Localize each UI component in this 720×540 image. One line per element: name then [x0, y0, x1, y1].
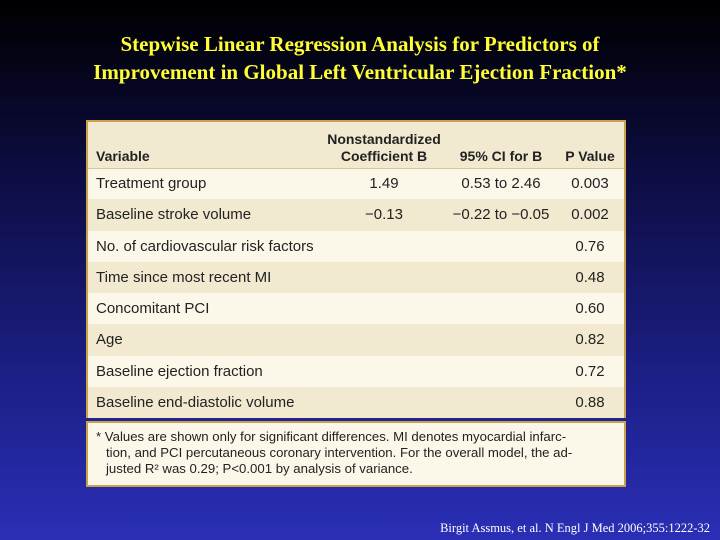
cell-variable: Treatment group [96, 175, 207, 192]
table-body: Treatment group 1.49 0.53 to 2.46 0.003 … [88, 168, 624, 418]
table-row: Age 0.82 [88, 324, 624, 356]
header-p-value: P Value [565, 148, 615, 164]
cell-p-value: 0.76 [575, 237, 605, 255]
table-header: Variable Nonstandardized Coefficient B 9… [88, 122, 624, 169]
table-row: No. of cardiovascular risk factors 0.76 [88, 231, 624, 262]
cell-p-value: 0.003 [571, 175, 609, 192]
cell-coef: −0.13 [365, 206, 403, 224]
table-row: Baseline end-diastolic volume 0.88 [88, 386, 624, 418]
table-row: Treatment group 1.49 0.53 to 2.46 0.003 [88, 168, 624, 199]
title-line-2: Improvement in Global Left Ventricular E… [93, 60, 627, 84]
table-row: Baseline ejection fraction 0.72 [88, 356, 624, 387]
header-coef-line-1: Nonstandardized [327, 131, 441, 147]
cell-variable: Baseline ejection fraction [96, 362, 263, 380]
source-citation: Birgit Assmus, et al. N Engl J Med 2006;… [440, 521, 710, 535]
cell-p-value: 0.88 [575, 393, 605, 411]
header-variable: Variable [96, 148, 150, 164]
cell-variable: Concomitant PCI [96, 300, 210, 317]
cell-p-value: 0.60 [575, 300, 605, 317]
cell-variable: Time since most recent MI [96, 268, 272, 286]
footnote-line-2: tion, and PCI percutaneous coronary inte… [106, 445, 573, 460]
footnote-line-3: justed R² was 0.29; P<0.001 by analysis … [106, 461, 413, 476]
table-row: Time since most recent MI 0.48 [88, 261, 624, 293]
cell-variable: Baseline end-diastolic volume [96, 393, 295, 411]
cell-ci: −0.22 to −0.05 [452, 206, 550, 224]
cell-coef: 1.49 [369, 175, 399, 192]
table-row: Concomitant PCI 0.60 [88, 293, 624, 324]
cell-variable: No. of cardiovascular risk factors [96, 237, 314, 255]
table-row: Baseline stroke volume −0.13 −0.22 to −0… [88, 199, 624, 231]
header-ci: 95% CI for B [459, 148, 543, 164]
cell-p-value: 0.48 [575, 268, 605, 286]
cell-p-value: 0.002 [571, 206, 609, 224]
cell-variable: Baseline stroke volume [96, 206, 252, 224]
cell-variable: Age [96, 331, 123, 349]
footnote-line-1: * Values are shown only for significant … [96, 429, 567, 444]
slide-title: Stepwise Linear Regression Analysis for … [0, 30, 720, 86]
table-footnote: * Values are shown only for significant … [86, 421, 626, 487]
title-line-1: Stepwise Linear Regression Analysis for … [120, 32, 600, 56]
cell-p-value: 0.82 [575, 331, 605, 349]
header-coef-line-2: Coefficient B [340, 148, 428, 164]
cell-p-value: 0.72 [575, 362, 605, 380]
regression-table: Variable Nonstandardized Coefficient B 9… [86, 120, 626, 418]
cell-ci: 0.53 to 2.46 [461, 175, 541, 192]
